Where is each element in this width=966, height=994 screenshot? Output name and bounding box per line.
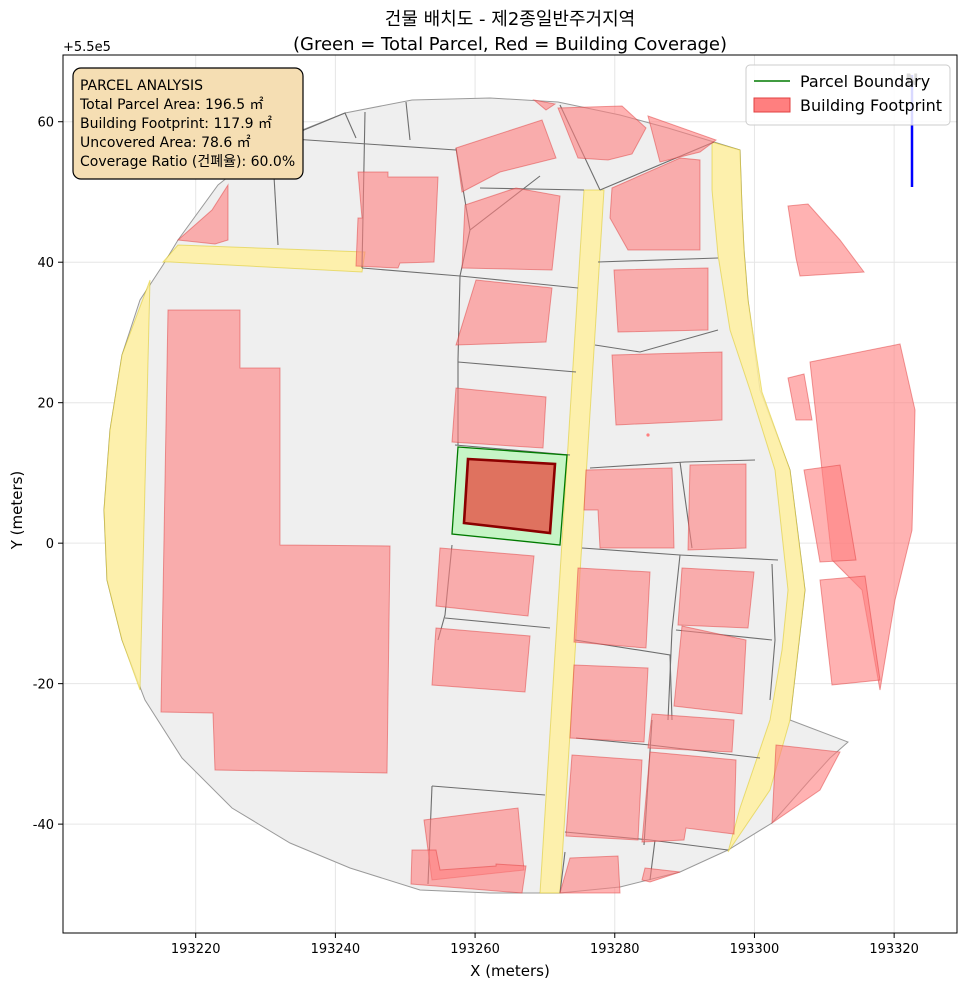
y-ticks: -40 -20 0 20 40 60 (33, 116, 63, 833)
road-west-arc (103, 279, 151, 691)
lot-line (405, 101, 411, 141)
building-footprint (641, 751, 737, 843)
building-footprint (410, 849, 527, 894)
legend-background (745, 64, 951, 126)
building-footprint (647, 115, 718, 163)
x-tick-label: 193220 (171, 942, 221, 957)
building-footprint (803, 464, 857, 563)
building-footprint (176, 183, 229, 245)
building-footprint (565, 754, 643, 841)
lot-line (769, 563, 776, 701)
legend-parcel-label: Parcel Boundary (800, 72, 930, 91)
building-footprint (569, 664, 649, 743)
y-tick-label: 60 (37, 116, 54, 131)
lot-line (667, 554, 681, 721)
x-tick-label: 193300 (730, 942, 780, 957)
lot-line (457, 361, 577, 373)
x-tick-label: 193320 (869, 942, 919, 957)
legend-building-swatch (753, 97, 791, 113)
building-footprint (687, 463, 747, 551)
x-tick-label: 193260 (450, 942, 500, 957)
roads (103, 141, 806, 894)
y-tick-label: 0 (46, 537, 54, 552)
building-footprint (461, 187, 561, 271)
building-footprint (771, 744, 841, 824)
y-tick-label: 20 (37, 397, 54, 412)
building-footprint (583, 467, 675, 549)
building-footprint (455, 279, 553, 346)
y-offset-label: +5.5e5 (63, 40, 111, 55)
y-axis-label: Y (meters) (8, 471, 26, 551)
info-coverage: Coverage Ratio (건폐율): 60.0% (80, 154, 295, 170)
building-footprint (819, 575, 881, 686)
building-footprint (557, 105, 647, 161)
building-footprint (787, 203, 865, 277)
point-marker (646, 433, 650, 437)
building-footprint (647, 713, 735, 753)
building-footprint (609, 157, 701, 251)
building-footprint (532, 99, 557, 111)
y-tick-label: 40 (37, 256, 54, 271)
buildings (160, 99, 916, 894)
lot-line (431, 785, 546, 796)
road-east-arc (711, 141, 806, 853)
building-footprint (559, 855, 621, 894)
building-footprint (677, 567, 755, 629)
info-uncovered: Uncovered Area: 78.6 ㎡ (80, 135, 251, 151)
building-footprint (613, 267, 709, 333)
map-title-line1: 건물 배치도 - 제2종일반주거지역 (385, 9, 635, 30)
building-footprint (641, 867, 681, 883)
lot-line (597, 257, 719, 263)
legend-building-label: Building Footprint (800, 96, 942, 115)
lot-line (589, 459, 756, 469)
building-footprint (573, 567, 651, 649)
parcel-analysis-box: PARCEL ANALYSIS Total Parcel Area: 196.5… (72, 67, 304, 180)
info-total-area: Total Parcel Area: 196.5 ㎡ (79, 97, 264, 113)
x-tick-label: 193240 (311, 942, 361, 957)
x-axis-label: X (meters) (470, 962, 550, 980)
x-ticks: 193220 193240 193260 193280 193300 193320 (171, 933, 919, 957)
building-footprint (160, 309, 391, 774)
lot-line (277, 137, 457, 151)
building-footprint (431, 627, 531, 693)
building-footprint (435, 547, 535, 617)
y-tick-label: -20 (33, 678, 54, 693)
axes-frame (62, 54, 958, 934)
building-footprint (355, 171, 439, 269)
legend: Parcel Boundary Building Footprint (745, 64, 951, 126)
building-footprint (455, 119, 557, 193)
x-tick-label: 193280 (590, 942, 640, 957)
building-footprint (451, 387, 547, 449)
map-title-line2: (Green = Total Parcel, Red = Building Co… (293, 34, 727, 55)
building-footprint (787, 373, 813, 421)
info-box-background (72, 67, 304, 180)
building-footprint (673, 625, 747, 715)
target-building (462, 457, 557, 535)
lot-line (479, 187, 585, 191)
building-footprint (809, 343, 916, 691)
lot-line (559, 851, 566, 894)
info-heading: PARCEL ANALYSIS (80, 78, 203, 94)
lot-line (444, 617, 551, 629)
lot-line (594, 329, 719, 353)
y-tick-label: -40 (33, 818, 54, 833)
building-footprint (611, 351, 723, 426)
info-footprint: Building Footprint: 117.9 ㎡ (80, 116, 272, 132)
